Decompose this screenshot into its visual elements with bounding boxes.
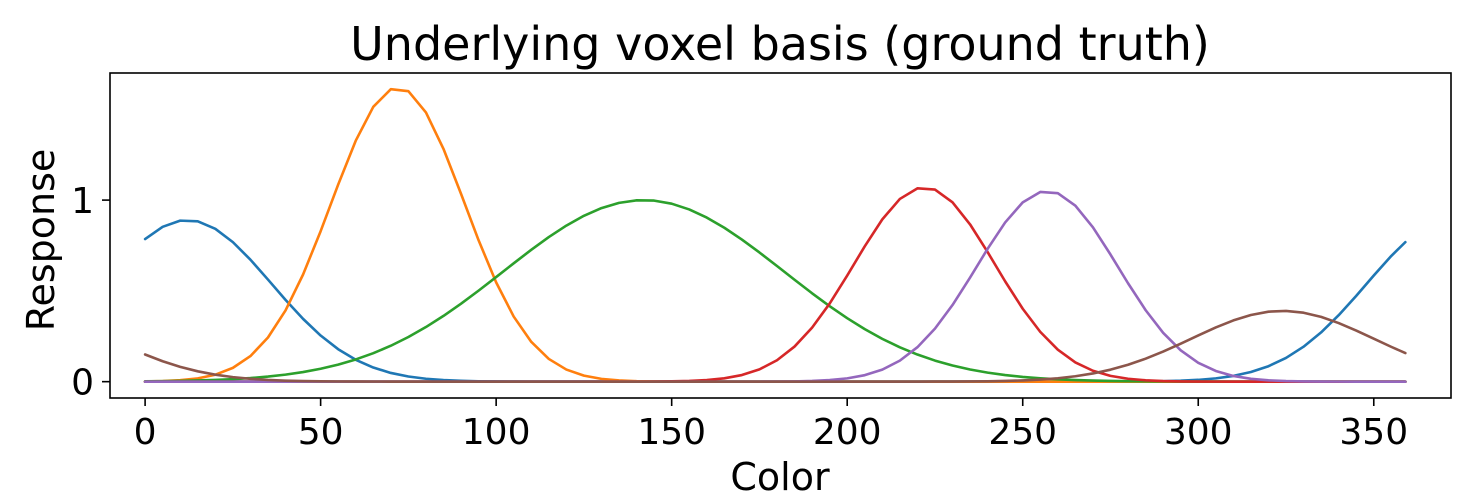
series-line-6 [143,309,1407,383]
x-tick-label: 150 [637,412,706,453]
plot-frame [109,72,1452,399]
y-tick-label: 0 [71,363,94,404]
x-tick-label: 0 [134,412,157,453]
x-axis-label: Color [730,455,830,499]
y-tick-label: 1 [71,181,94,222]
series-line-1 [143,219,1407,383]
x-axis: 0 50 100 150 200 250 300 350 [134,398,1408,453]
x-tick-label: 300 [1164,412,1233,453]
series-layer [143,87,1407,383]
chart-title: Underlying voxel basis (ground truth) [350,17,1210,71]
series-line-3 [143,199,1407,383]
x-tick-label: 350 [1339,412,1408,453]
x-tick-label: 200 [813,412,882,453]
x-tick-label: 100 [462,412,531,453]
y-axis-label: Response [19,149,63,332]
x-tick-label: 250 [988,412,1057,453]
series-line-4 [143,187,1407,383]
x-tick-label: 50 [298,412,344,453]
series-line-2 [143,87,1407,383]
series-line-5 [143,190,1407,383]
y-axis: 01 [71,181,110,404]
